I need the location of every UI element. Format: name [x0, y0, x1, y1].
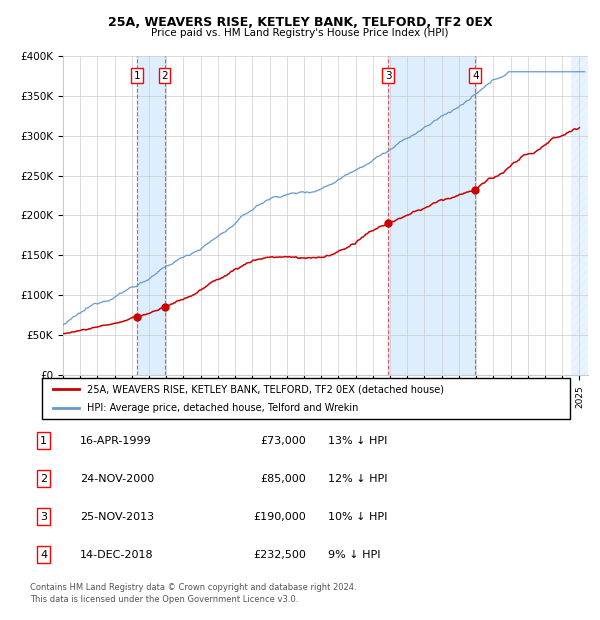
Text: 2: 2: [40, 474, 47, 484]
Text: £73,000: £73,000: [260, 436, 306, 446]
Bar: [388, 56, 475, 375]
Text: 3: 3: [385, 71, 392, 81]
Text: £190,000: £190,000: [253, 512, 306, 521]
Text: 12% ↓ HPI: 12% ↓ HPI: [328, 474, 388, 484]
Text: 1: 1: [134, 71, 140, 81]
Text: This data is licensed under the Open Government Licence v3.0.: This data is licensed under the Open Gov…: [30, 595, 298, 604]
Text: 4: 4: [472, 71, 479, 81]
Text: £85,000: £85,000: [260, 474, 306, 484]
Text: 25-NOV-2013: 25-NOV-2013: [80, 512, 154, 521]
Bar: [571, 56, 588, 375]
Text: 14-DEC-2018: 14-DEC-2018: [80, 549, 154, 559]
Text: 9% ↓ HPI: 9% ↓ HPI: [328, 549, 380, 559]
Text: Price paid vs. HM Land Registry's House Price Index (HPI): Price paid vs. HM Land Registry's House …: [151, 28, 449, 38]
Text: 16-APR-1999: 16-APR-1999: [80, 436, 151, 446]
Text: 2: 2: [161, 71, 168, 81]
Text: 1: 1: [40, 436, 47, 446]
Text: HPI: Average price, detached house, Telford and Wrekin: HPI: Average price, detached house, Telf…: [87, 402, 358, 413]
Text: 10% ↓ HPI: 10% ↓ HPI: [328, 512, 388, 521]
Text: 4: 4: [40, 549, 47, 559]
Text: 13% ↓ HPI: 13% ↓ HPI: [328, 436, 388, 446]
Bar: [137, 56, 164, 375]
Text: Contains HM Land Registry data © Crown copyright and database right 2024.: Contains HM Land Registry data © Crown c…: [30, 583, 356, 592]
Text: 25A, WEAVERS RISE, KETLEY BANK, TELFORD, TF2 0EX (detached house): 25A, WEAVERS RISE, KETLEY BANK, TELFORD,…: [87, 384, 444, 394]
Text: 25A, WEAVERS RISE, KETLEY BANK, TELFORD, TF2 0EX: 25A, WEAVERS RISE, KETLEY BANK, TELFORD,…: [107, 16, 493, 29]
Text: 3: 3: [40, 512, 47, 521]
Text: 24-NOV-2000: 24-NOV-2000: [80, 474, 154, 484]
Text: £232,500: £232,500: [253, 549, 306, 559]
